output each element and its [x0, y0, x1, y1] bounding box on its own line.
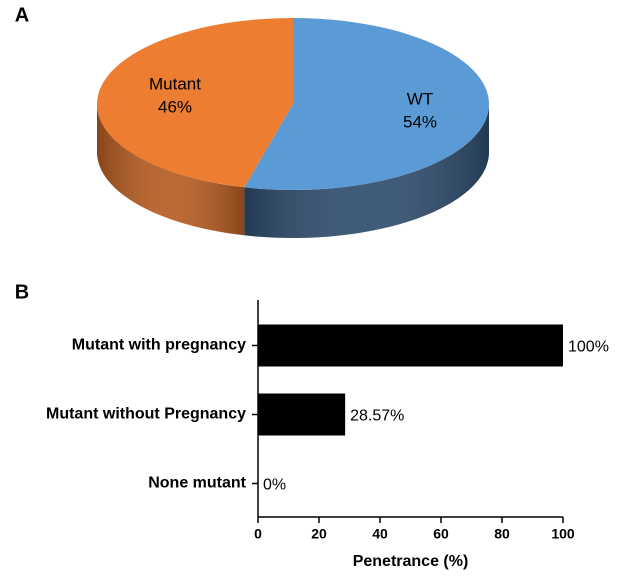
slice-label: WT	[407, 89, 433, 108]
pie-side-shade	[97, 104, 245, 236]
x-tick-label: 40	[372, 526, 388, 542]
x-tick-label: 60	[433, 526, 449, 542]
panel-label: B	[15, 281, 29, 303]
x-axis-label: Penetrance (%)	[353, 553, 469, 570]
slice-value-label: 46%	[158, 97, 192, 116]
x-tick-label: 20	[311, 526, 327, 542]
bar	[258, 393, 346, 436]
y-tick-label: Mutant without Pregnancy	[46, 406, 246, 423]
pie-side-shade	[244, 104, 489, 238]
value-label: 28.57%	[350, 408, 404, 425]
slice-value-label: 54%	[403, 112, 437, 131]
value-label: 100%	[568, 339, 609, 356]
y-tick-label: Mutant with pregnancy	[72, 337, 246, 354]
slice-label: Mutant	[149, 74, 201, 93]
panel-label: A	[15, 4, 29, 26]
bar	[258, 324, 563, 367]
value-label: 0%	[263, 477, 286, 494]
x-tick-label: 0	[254, 526, 262, 542]
pie-slice	[96, 18, 293, 188]
pie-slice	[244, 18, 489, 191]
x-tick-label: 100	[551, 526, 575, 542]
x-tick-label: 80	[494, 526, 510, 542]
y-tick-label: None mutant	[148, 475, 246, 492]
